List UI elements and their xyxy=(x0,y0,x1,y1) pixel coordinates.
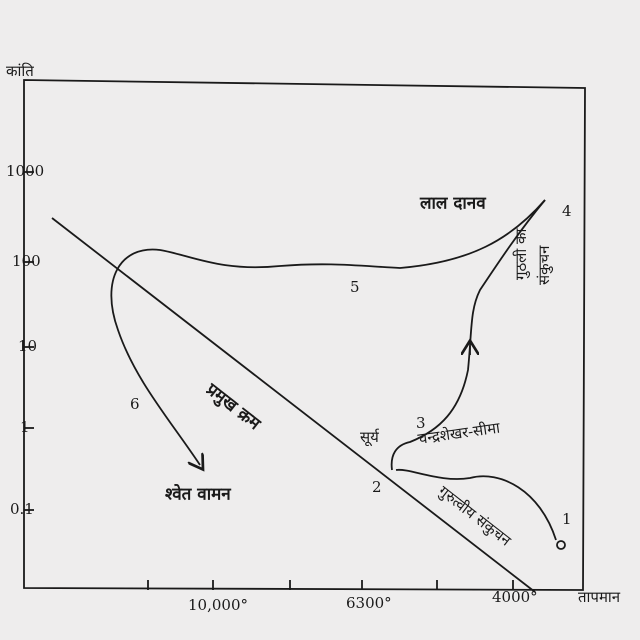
label-core: गुठली का xyxy=(512,227,531,280)
x-tick-label: 4000° xyxy=(492,588,538,606)
point-number: 6 xyxy=(130,395,140,413)
label-white-dwarf: श्वेत वामन xyxy=(165,484,231,505)
point-number: 2 xyxy=(372,478,382,496)
x-axis-label: तापमान xyxy=(578,588,621,606)
point-number: 5 xyxy=(350,278,360,296)
label-sun: सूर्य xyxy=(360,428,380,447)
point-number: 1 xyxy=(562,510,572,528)
y-tick-label: 10 xyxy=(18,337,37,355)
label-red-giant: लाल दानव xyxy=(419,194,487,214)
label-gravitational: गुरुत्वीय संकुचन xyxy=(434,482,514,551)
track-core-contraction xyxy=(390,199,546,471)
y-tick-label: 1000 xyxy=(6,162,44,180)
point-number: 3 xyxy=(416,414,426,432)
main-sequence-line xyxy=(51,217,536,593)
x-tick-label: 6300° xyxy=(346,594,392,612)
y-tick-label: 100 xyxy=(12,252,41,270)
y-axis-label: कांति xyxy=(6,62,34,80)
track-red-giant xyxy=(110,199,546,465)
track-gravitational xyxy=(395,469,557,541)
frame xyxy=(23,79,586,591)
start-point xyxy=(556,540,566,550)
y-tick-label: 1 xyxy=(20,418,30,436)
y-tick-marks xyxy=(24,171,34,511)
label-chandrasekhar: चन्द्रशेखर-सीमा xyxy=(417,418,502,447)
label-main-sequence: प्रमुख क्रम xyxy=(201,379,264,435)
point-number: 4 xyxy=(562,202,572,220)
x-tick-marks xyxy=(147,580,514,590)
x-tick-label: 10,000° xyxy=(188,596,248,614)
y-tick-label: 0.1 xyxy=(10,500,34,518)
label-core: संकुचन xyxy=(535,245,554,285)
